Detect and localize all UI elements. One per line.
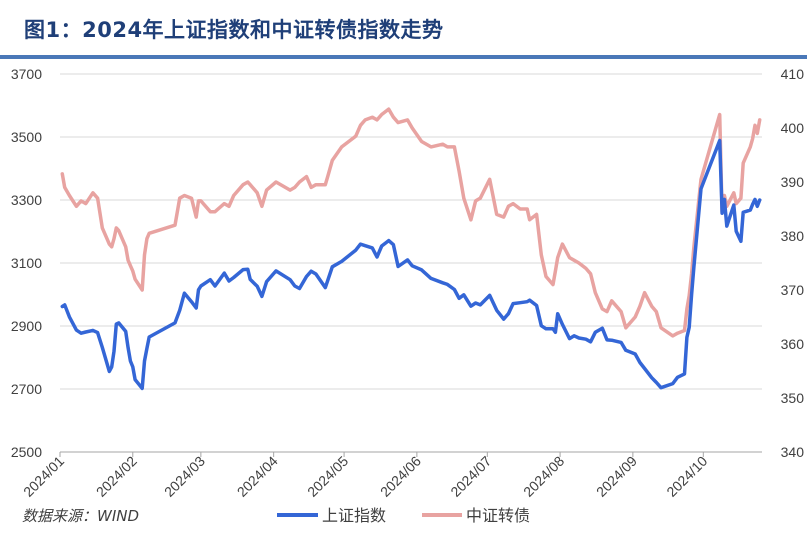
left-tick-label: 2700 xyxy=(11,381,42,397)
x-tick-label: 2024/10 xyxy=(663,453,710,500)
page-title: 图1：2024年上证指数和中证转债指数走势 xyxy=(24,18,444,42)
x-tick-label: 2024/08 xyxy=(520,453,567,500)
x-axis-ticks: 2024/01 2024/02 2024/03 2024/04 2024/05 2024/… xyxy=(20,452,711,500)
x-tick-label: 2024/06 xyxy=(377,453,424,500)
left-tick-label: 3100 xyxy=(11,255,42,271)
series-lines xyxy=(60,107,762,391)
legend: 上证指数 中证转债 xyxy=(277,506,530,525)
series-line-sse-composite xyxy=(60,138,762,391)
left-tick-label: 3700 xyxy=(11,66,42,82)
left-tick-label: 3300 xyxy=(11,192,42,208)
right-tick-label: 410 xyxy=(781,66,805,82)
gridlines xyxy=(60,73,762,453)
right-tick-label: 350 xyxy=(781,390,805,406)
x-tick-label: 2024/05 xyxy=(304,453,351,500)
right-axis-ticks: 340 350 360 370 380 390 400 410 xyxy=(781,66,805,460)
right-tick-label: 360 xyxy=(781,336,805,352)
source-note: 数据来源：WIND xyxy=(22,507,139,525)
x-tick-label: 2024/02 xyxy=(93,453,140,500)
right-tick-label: 390 xyxy=(781,174,805,190)
left-tick-label: 2900 xyxy=(11,318,42,334)
legend-label-cb: 中证转债 xyxy=(466,506,530,525)
x-tick-label: 2024/07 xyxy=(447,453,494,500)
right-tick-label: 380 xyxy=(781,228,805,244)
right-tick-label: 400 xyxy=(781,120,805,136)
left-axis-ticks: 2500 2700 2900 3100 3300 3500 3700 xyxy=(11,66,42,460)
x-tick-label: 2024/09 xyxy=(593,453,640,500)
x-tick-label: 2024/03 xyxy=(161,453,208,500)
x-tick-label: 2024/04 xyxy=(234,453,281,500)
series-line-convertible-bond-index xyxy=(60,107,762,338)
left-tick-label: 2500 xyxy=(11,444,42,460)
right-tick-label: 370 xyxy=(781,282,805,298)
legend-label-sse: 上证指数 xyxy=(322,506,386,525)
right-tick-label: 340 xyxy=(781,444,805,460)
left-tick-label: 3500 xyxy=(11,129,42,145)
title-rule xyxy=(0,55,807,59)
